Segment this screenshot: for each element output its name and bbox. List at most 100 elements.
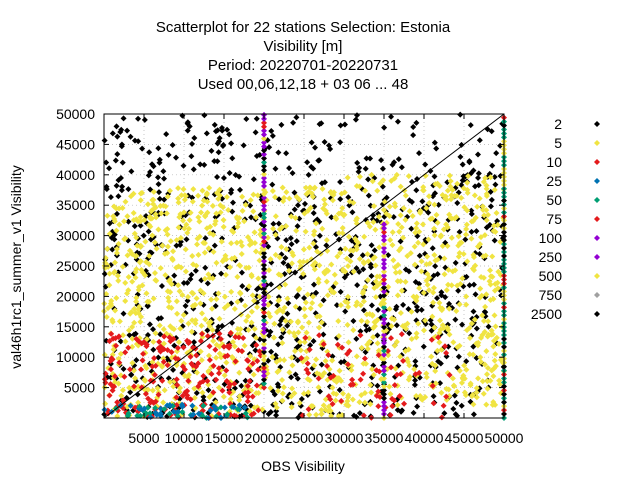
scatter-point [289, 362, 296, 369]
scatter-point [166, 278, 173, 285]
scatter-point [352, 235, 359, 242]
scatter-point [213, 354, 220, 361]
scatter-point [394, 278, 401, 285]
scatter-point [436, 317, 443, 324]
scatter-point [113, 249, 120, 256]
scatter-point [218, 270, 225, 277]
scatter-point [459, 275, 466, 282]
scatter-point [214, 127, 221, 134]
scatter-point [438, 389, 445, 396]
scatter-point [321, 369, 328, 376]
scatter-point [155, 345, 162, 352]
scatter-point [335, 210, 342, 217]
scatter-point [227, 396, 234, 403]
scatter-point [423, 374, 430, 381]
scatter-point [344, 174, 351, 181]
scatter-point [441, 410, 448, 417]
scatter-point [276, 306, 283, 313]
scatter-point [101, 137, 108, 144]
scatter-point [477, 358, 484, 365]
scatter-point [200, 393, 207, 400]
scatter-point [381, 249, 387, 256]
scatter-point [149, 363, 156, 370]
scatter-point [254, 358, 261, 365]
scatter-point [435, 334, 442, 341]
legend-marker [594, 197, 600, 203]
scatter-point [232, 171, 239, 178]
scatter-point [470, 411, 477, 418]
scatter-point [151, 371, 158, 378]
scatter-point [276, 321, 283, 328]
scatter-point [345, 233, 352, 240]
scatter-point [340, 390, 347, 397]
scatter-point [315, 375, 322, 382]
scatter-point [388, 364, 395, 371]
scatter-point [301, 339, 308, 346]
scatter-point [189, 194, 196, 201]
scatter-point [113, 182, 120, 189]
scatter-point [121, 218, 128, 225]
legend-label: 75 [546, 211, 562, 227]
scatter-point [199, 202, 206, 209]
scatter-point [181, 196, 188, 203]
scatter-point [389, 241, 396, 248]
scatter-point [458, 141, 465, 148]
scatter-point [189, 198, 196, 205]
scatter-point [367, 401, 374, 408]
scatter-point [210, 248, 217, 255]
scatter-point [304, 258, 311, 265]
scatter-point [152, 409, 159, 416]
scatter-point [483, 182, 490, 189]
scatter-point [490, 337, 497, 344]
scatter-point [357, 302, 364, 309]
scatter-point [341, 189, 348, 196]
scatter-point [425, 236, 432, 243]
scatter-point [491, 312, 498, 319]
scatter-point [133, 357, 140, 364]
scatter-point [184, 229, 191, 236]
scatter-point [219, 143, 226, 150]
scatter-point [448, 192, 455, 199]
scatter-point [286, 369, 293, 376]
scatter-point [288, 393, 295, 400]
scatter-point [293, 114, 300, 121]
scatter-point [221, 293, 228, 300]
scatter-point [473, 340, 480, 347]
scatter-point [483, 217, 490, 224]
scatter-point [371, 254, 378, 261]
scatter-point [494, 279, 501, 286]
scatter-point [373, 367, 380, 374]
scatter-point [366, 338, 373, 345]
scatter-point [381, 256, 387, 263]
scatter-point [208, 296, 215, 303]
scatter-point [445, 386, 452, 393]
scatter-point [329, 384, 336, 391]
scatter-point [400, 301, 407, 308]
scatter-point [332, 280, 339, 287]
scatter-point [164, 362, 171, 369]
scatter-point [426, 287, 433, 294]
scatter-point [479, 378, 486, 385]
scatter-point [115, 380, 122, 387]
scatter-point [255, 407, 262, 414]
scatter-point [188, 289, 195, 296]
scatter-point [381, 229, 387, 236]
scatter-point [194, 369, 201, 376]
legend-label: 50 [546, 192, 562, 208]
scatter-point [250, 176, 257, 183]
scatter-point [371, 203, 378, 210]
scatter-point [459, 374, 466, 381]
scatter-point [434, 347, 441, 354]
scatter-point [471, 316, 478, 323]
scatter-point [456, 250, 463, 257]
scatter-point [180, 186, 187, 193]
scatter-point [439, 243, 446, 250]
x-tick-label: 10000 [165, 430, 204, 446]
scatter-point [489, 253, 496, 260]
scatter-point [354, 159, 361, 166]
scatter-point [303, 329, 310, 336]
scatter-point [345, 339, 352, 346]
scatter-point [464, 189, 471, 196]
scatter-point [135, 115, 142, 122]
scatter-point [261, 368, 267, 375]
